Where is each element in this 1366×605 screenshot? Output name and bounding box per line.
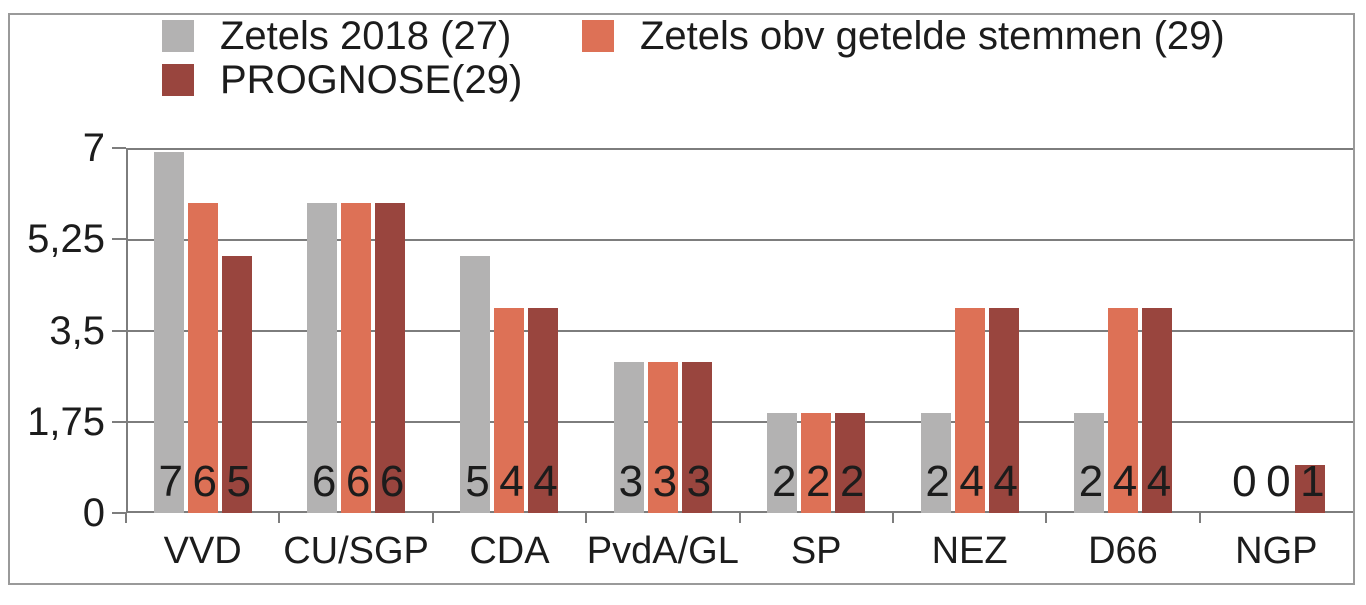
bar bbox=[801, 413, 832, 513]
x-tick-mark bbox=[738, 513, 741, 523]
legend-item-prognose: PROGNOSE(29) bbox=[162, 58, 523, 102]
bar bbox=[307, 203, 338, 513]
bar-value-label: 5 bbox=[465, 457, 490, 506]
bar-value-label: 2 bbox=[839, 457, 865, 506]
bar bbox=[375, 203, 406, 513]
bar-value-label: 4 bbox=[1146, 457, 1172, 506]
x-tick-mark bbox=[431, 513, 434, 523]
bar-value-label: 3 bbox=[686, 457, 712, 506]
x-tick-mark bbox=[1045, 513, 1048, 523]
gridline-1-75 bbox=[128, 421, 1353, 423]
bar-value-label: 6 bbox=[311, 457, 337, 506]
bar-value-label: 1 bbox=[1300, 457, 1325, 506]
x-category-label: D66 bbox=[1088, 530, 1158, 572]
y-tick-mark bbox=[112, 420, 126, 423]
x-tick-mark bbox=[1198, 513, 1201, 523]
bar-value-label: 3 bbox=[652, 457, 678, 506]
bar bbox=[1295, 465, 1326, 513]
y-tick-label: 3,5 bbox=[49, 308, 105, 353]
bar-value-label: 4 bbox=[1112, 457, 1138, 506]
y-tick-label: 5,25 bbox=[27, 217, 105, 262]
y-tick-label: 0 bbox=[82, 491, 105, 535]
x-category-label: NGP bbox=[1235, 530, 1318, 572]
legend-label: PROGNOSE(29) bbox=[220, 58, 523, 102]
bar bbox=[187, 203, 218, 513]
x-tick-mark bbox=[891, 513, 894, 523]
legend-label: Zetels 2018 (27) bbox=[220, 14, 512, 58]
x-tick-mark bbox=[278, 513, 281, 523]
y-tick-mark bbox=[112, 238, 126, 241]
bar-value-label: 2 bbox=[925, 457, 950, 506]
y-tick-mark bbox=[112, 329, 126, 332]
y-tick-mark bbox=[112, 512, 126, 514]
legend-label: Zetels obv getelde stemmen (29) bbox=[640, 14, 1225, 58]
x-category-label: NEZ bbox=[931, 530, 1008, 572]
bar bbox=[494, 308, 525, 513]
bar-value-label: 6 bbox=[379, 457, 405, 506]
bar bbox=[613, 362, 644, 513]
bar bbox=[1107, 308, 1138, 513]
bar-value-label: 2 bbox=[805, 457, 831, 506]
legend-swatch-salmon bbox=[582, 20, 614, 52]
plot-area bbox=[126, 148, 1353, 513]
x-category-label: CU/SGP bbox=[283, 530, 429, 572]
bar-value-label: 6 bbox=[192, 457, 217, 506]
bar bbox=[1141, 308, 1172, 513]
x-category-label: CDA bbox=[469, 530, 550, 572]
bar bbox=[767, 413, 798, 513]
bar-value-label: 4 bbox=[499, 457, 524, 506]
chart-frame bbox=[8, 13, 1355, 585]
legend-swatch-gray bbox=[162, 20, 194, 52]
bar-value-label: 7 bbox=[158, 457, 183, 506]
bar-value-label: 6 bbox=[345, 457, 371, 506]
bar-value-label: 4 bbox=[959, 457, 984, 506]
x-tick-mark bbox=[125, 513, 127, 523]
bar bbox=[835, 413, 866, 513]
bar-value-label: 4 bbox=[993, 457, 1018, 506]
legend-item-getelde-stemmen: Zetels obv getelde stemmen (29) bbox=[582, 14, 1225, 58]
bar bbox=[528, 308, 559, 513]
bar-value-label: 3 bbox=[618, 457, 644, 506]
x-category-label: VVD bbox=[163, 530, 242, 572]
bar bbox=[221, 256, 252, 513]
bar bbox=[460, 256, 491, 513]
bar bbox=[988, 308, 1019, 513]
y-tick-label: 7 bbox=[82, 126, 105, 170]
legend-item-zetels-2018: Zetels 2018 (27) bbox=[162, 14, 512, 58]
legend-swatch-darkred bbox=[162, 64, 194, 96]
bar-value-label: 2 bbox=[771, 457, 797, 506]
bar-value-label: 0 bbox=[1266, 457, 1291, 506]
bar bbox=[1073, 413, 1104, 513]
bar bbox=[920, 413, 951, 513]
bar bbox=[647, 362, 678, 513]
bar-value-label: 4 bbox=[533, 457, 558, 506]
bar-value-label: 2 bbox=[1078, 457, 1104, 506]
gridline-3-5 bbox=[128, 330, 1353, 332]
bar bbox=[153, 152, 184, 513]
y-tick-label: 1,75 bbox=[27, 399, 105, 444]
gridline-5-25 bbox=[128, 239, 1353, 241]
bar-value-label: 5 bbox=[226, 457, 251, 506]
y-tick-mark bbox=[112, 147, 126, 149]
x-category-label: SP bbox=[790, 530, 842, 572]
bar bbox=[954, 308, 985, 513]
x-category-label: PvdA/GL bbox=[586, 530, 739, 572]
bar bbox=[681, 362, 712, 513]
x-tick-mark bbox=[585, 513, 588, 523]
bar bbox=[341, 203, 372, 513]
bar-value-label: 0 bbox=[1232, 457, 1257, 506]
